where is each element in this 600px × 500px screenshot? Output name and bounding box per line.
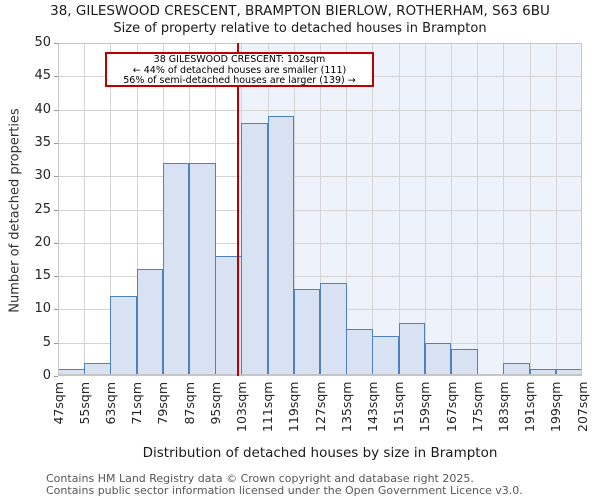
x-tick-label: 199sqm xyxy=(548,381,564,432)
x-tick-label: 207sqm xyxy=(574,381,590,432)
x-tick-label: 135sqm xyxy=(338,381,354,432)
histogram-bar xyxy=(110,296,138,376)
grid-line-vertical xyxy=(84,43,86,376)
y-tick-mark xyxy=(54,342,58,344)
histogram-bar xyxy=(293,289,321,376)
x-tick-label: 55sqm xyxy=(76,382,92,425)
grid-line-vertical xyxy=(555,43,557,376)
y-tick-mark xyxy=(54,76,58,78)
annotation-box: 38 GILESWOOD CRESCENT: 102sqm ← 44% of d… xyxy=(105,52,374,87)
x-tick-label: 191sqm xyxy=(522,381,538,432)
y-tick-label: 45 xyxy=(34,68,51,84)
y-tick-mark xyxy=(54,43,58,44)
grid-line-vertical xyxy=(398,43,400,376)
histogram-bar xyxy=(84,362,111,376)
y-tick-mark xyxy=(54,109,58,111)
histogram-bar xyxy=(372,336,400,376)
histogram-bar xyxy=(136,269,164,376)
histogram-bar xyxy=(398,322,426,376)
x-tick-label: 111sqm xyxy=(260,381,276,432)
x-tick-label: 95sqm xyxy=(207,382,223,425)
annotation-line-2: ← 44% of detached houses are smaller (11… xyxy=(132,64,347,76)
y-tick-mark xyxy=(54,209,58,211)
grid-line-vertical xyxy=(346,43,348,376)
histogram-bar xyxy=(320,282,347,376)
y-tick-label: 50 xyxy=(34,35,51,50)
y-tick-mark xyxy=(54,309,58,311)
x-tick-label: 151sqm xyxy=(391,381,407,432)
histogram-bar xyxy=(503,362,531,376)
y-tick-mark xyxy=(54,176,58,178)
annotation-line-3: 56% of semi-detached houses are larger (… xyxy=(123,75,356,86)
page-title: 38, GILESWOOD CRESCENT, BRAMPTON BIERLOW… xyxy=(50,3,550,19)
footer-line-2: Contains public sector information licen… xyxy=(46,483,523,497)
x-tick-label: 79sqm xyxy=(155,382,171,425)
x-tick-label: 71sqm xyxy=(129,382,145,425)
grid-line-vertical xyxy=(424,43,426,376)
x-axis-title: Distribution of detached houses by size … xyxy=(142,445,498,461)
grid-line-vertical xyxy=(215,43,217,376)
grid-line-vertical xyxy=(451,43,452,376)
grid-line-vertical xyxy=(529,43,531,376)
annotation-line-1: 38 GILESWOOD CRESCENT: 102sqm xyxy=(153,54,326,65)
grid-line-vertical xyxy=(477,43,479,376)
grid-line-vertical xyxy=(503,43,505,376)
x-tick-label: 143sqm xyxy=(364,381,380,432)
grid-line-vertical xyxy=(136,43,138,376)
y-tick-label: 40 xyxy=(34,101,51,117)
histogram-bar xyxy=(58,369,85,376)
y-tick-mark xyxy=(54,276,58,278)
x-tick-label: 63sqm xyxy=(102,382,118,425)
y-tick-label: 25 xyxy=(34,201,51,217)
y-tick-mark xyxy=(54,242,58,244)
x-tick-label: 47sqm xyxy=(50,382,66,425)
x-tick-label: 167sqm xyxy=(443,381,459,432)
y-tick-mark xyxy=(54,376,58,377)
histogram-bar xyxy=(451,349,478,376)
y-tick-label: 0 xyxy=(42,368,51,383)
x-tick-label: 127sqm xyxy=(312,381,328,432)
x-tick-label: 183sqm xyxy=(495,381,511,432)
y-tick-label: 15 xyxy=(34,268,51,284)
x-tick-label: 103sqm xyxy=(233,381,249,432)
footer-line-1: Contains HM Land Registry data © Crown c… xyxy=(46,472,474,485)
y-tick-label: 10 xyxy=(34,301,51,317)
histogram-bar xyxy=(267,116,295,376)
histogram-bar xyxy=(555,369,583,376)
property-marker-line xyxy=(237,43,240,376)
y-tick-label: 20 xyxy=(34,234,51,250)
plot-area: 38 GILESWOOD CRESCENT: 102sqm ← 44% of d… xyxy=(58,43,583,376)
histogram-bar xyxy=(162,162,190,376)
grid-line-vertical xyxy=(110,43,112,376)
histogram-bar xyxy=(189,162,216,376)
grid-line-vertical xyxy=(372,43,374,376)
y-tick-mark xyxy=(54,142,58,144)
grid-line-vertical xyxy=(293,43,295,376)
x-tick-label: 159sqm xyxy=(417,381,433,432)
grid-line-vertical xyxy=(320,43,321,376)
histogram-bar xyxy=(424,342,452,376)
histogram-bar xyxy=(241,122,269,376)
x-tick-label: 119sqm xyxy=(286,381,302,432)
page-subtitle: Size of property relative to detached ho… xyxy=(113,21,487,36)
y-tick-label: 5 xyxy=(42,334,51,350)
x-tick-label: 175sqm xyxy=(469,381,485,432)
y-tick-label: 30 xyxy=(34,168,51,184)
histogram-bar xyxy=(346,329,373,376)
y-tick-label: 35 xyxy=(34,134,51,150)
histogram-bar xyxy=(529,369,557,376)
x-tick-label: 87sqm xyxy=(181,382,197,425)
